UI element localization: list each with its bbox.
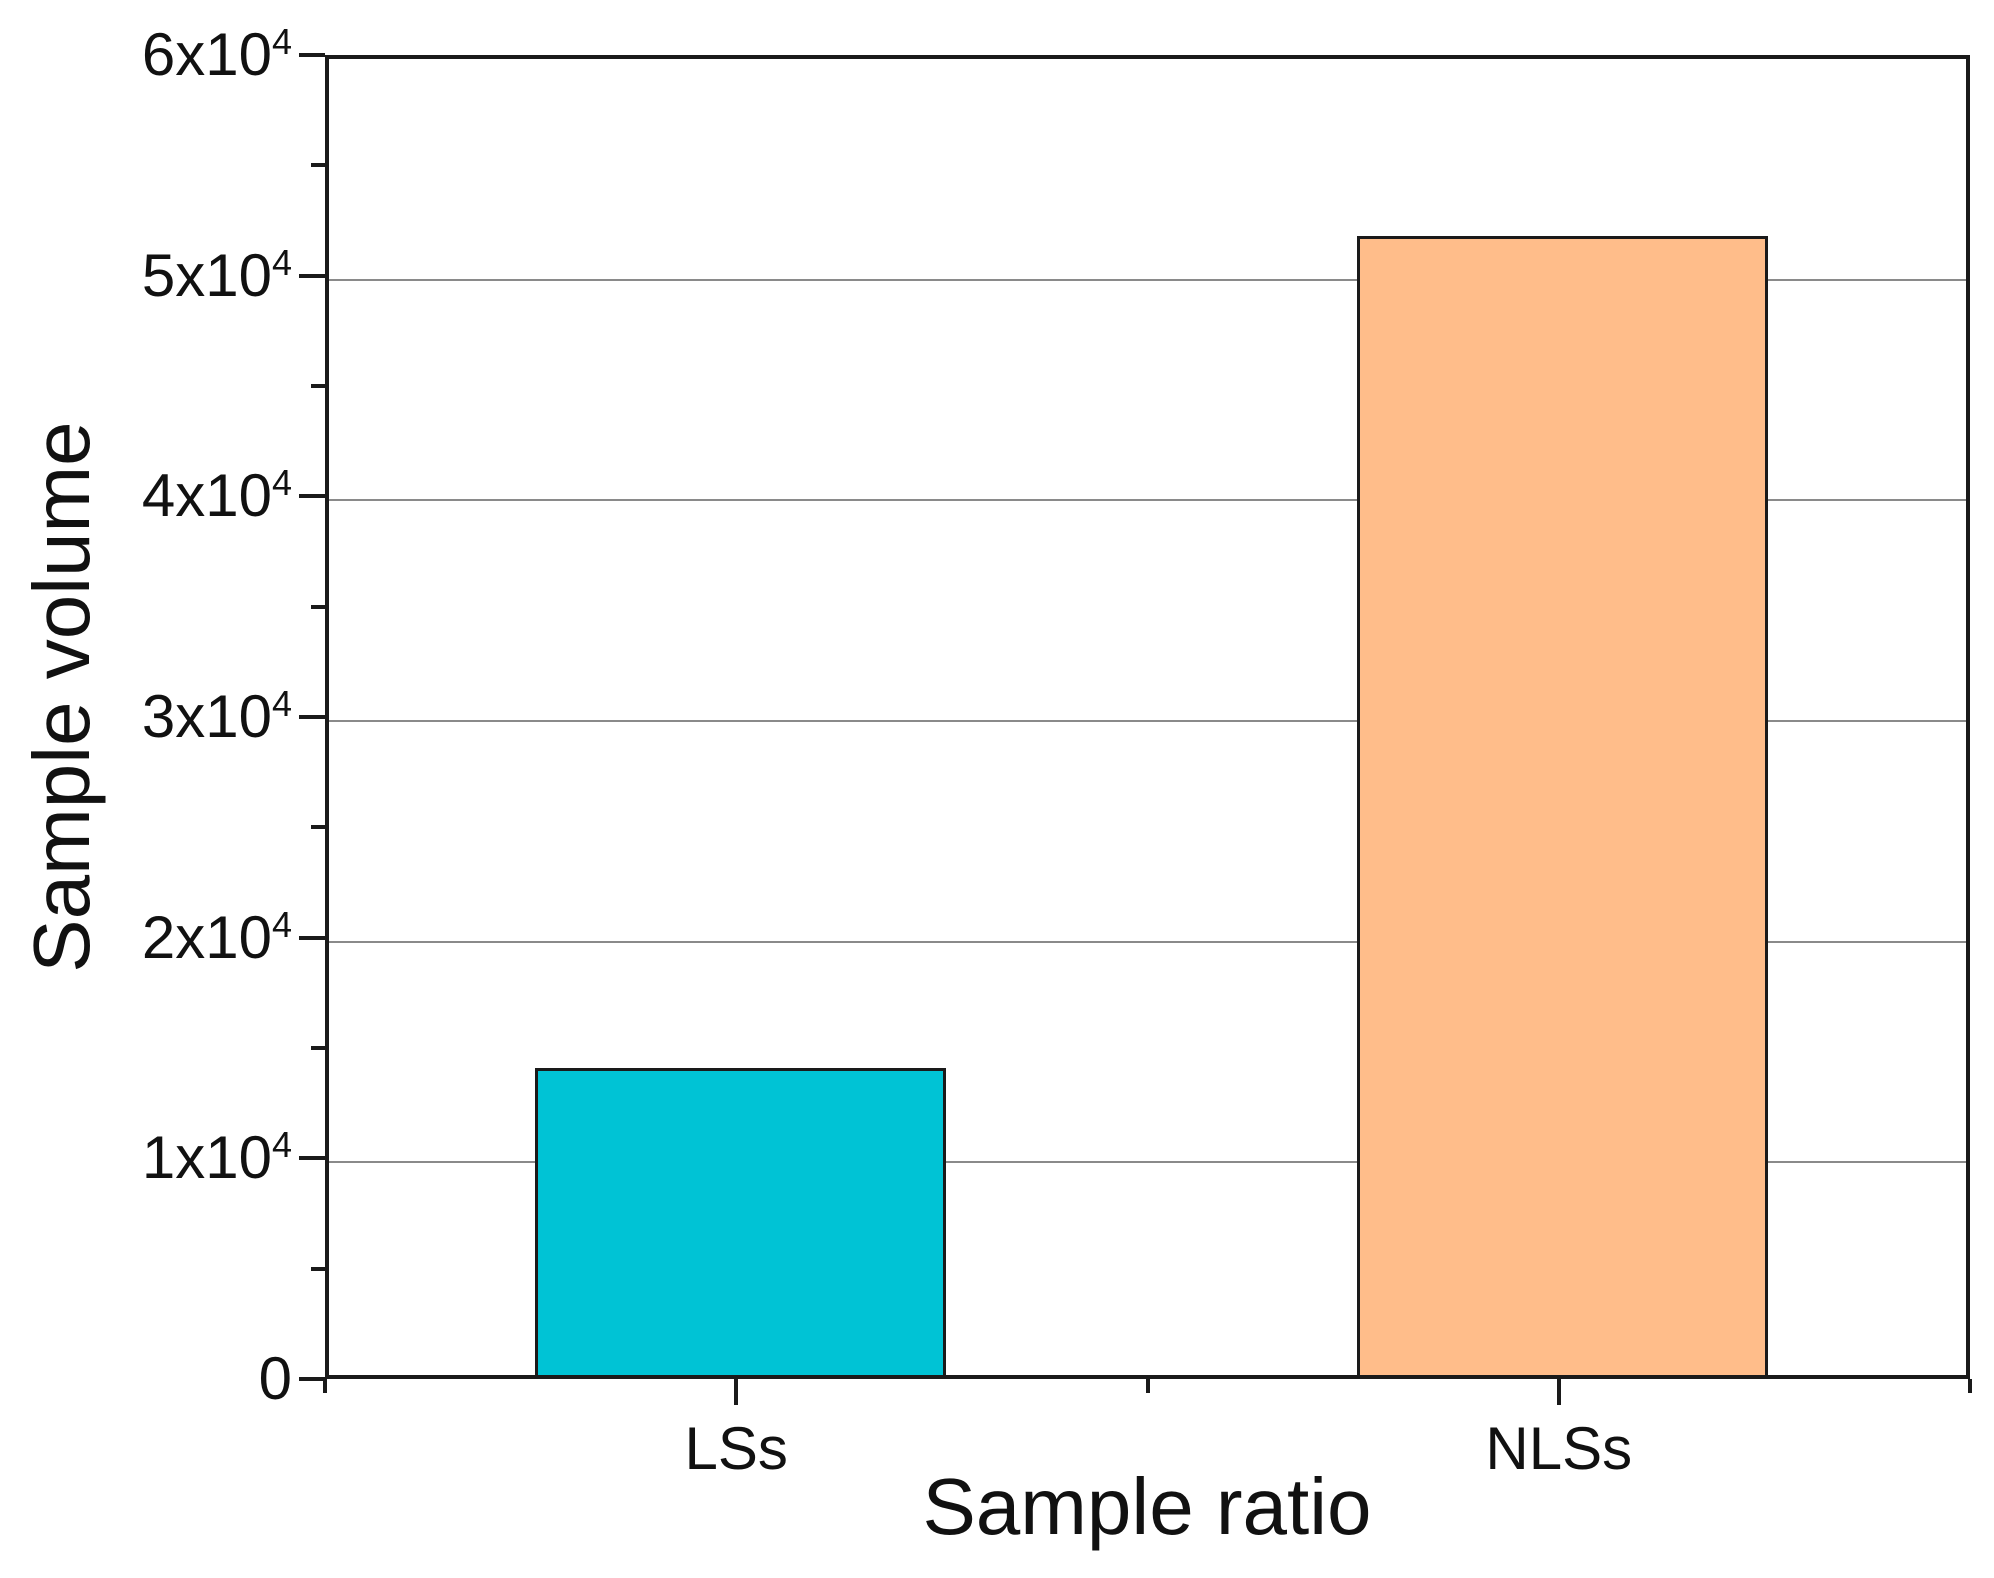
y-major-tick [299, 715, 325, 719]
y-major-tick [299, 1377, 325, 1381]
bar-nlss [1357, 236, 1769, 1375]
x-axis-title: Sample ratio [922, 1462, 1372, 1551]
gridline [329, 940, 1966, 943]
y-minor-tick [311, 384, 325, 388]
y-tick-label: 2x104 [0, 898, 292, 978]
bars-layer [329, 59, 1966, 1375]
y-minor-tick [311, 604, 325, 609]
y-tick-label-base: 1x10 [141, 1124, 272, 1192]
plot-area [325, 55, 1970, 1379]
category-label: NLSs [1485, 1415, 1633, 1482]
category-label: LSs [684, 1415, 788, 1482]
gridline [329, 1161, 1966, 1164]
y-tick-label-exponent: 4 [271, 21, 292, 62]
y-tick-label: 5x104 [0, 236, 292, 316]
y-tick-label: 0 [0, 1339, 292, 1419]
gridline [329, 278, 1966, 281]
y-major-tick [299, 53, 325, 57]
x-major-tick [734, 1379, 739, 1405]
y-tick-label: 6x104 [0, 15, 292, 95]
bar-lss [534, 1068, 946, 1375]
y-major-tick [299, 273, 325, 278]
y-tick-label-exponent: 4 [271, 683, 292, 724]
y-minor-tick [311, 163, 325, 168]
y-minor-tick [311, 825, 325, 830]
x-boundary-tick [1145, 1379, 1150, 1393]
y-tick-label-exponent: 4 [271, 1124, 292, 1166]
y-minor-tick [311, 1046, 325, 1050]
y-tick-label-base: 4x10 [141, 462, 272, 530]
gridlines-layer [329, 59, 1966, 1375]
y-major-tick [299, 935, 325, 940]
y-tick-label-base: 6x10 [141, 21, 272, 88]
y-tick-label-base: 3x10 [141, 683, 272, 750]
y-tick-label-exponent: 4 [271, 903, 292, 945]
y-tick-label: 1x104 [0, 1118, 292, 1198]
gridline [329, 720, 1966, 722]
gridline [329, 499, 1966, 502]
y-tick-label: 3x104 [0, 677, 292, 757]
y-tick-label-exponent: 4 [271, 462, 292, 504]
y-tick-label-exponent: 4 [271, 241, 292, 283]
y-axis-title: Sample volume [17, 421, 106, 973]
x-major-tick [1556, 1379, 1561, 1405]
y-tick-label: 4x104 [0, 456, 292, 536]
y-major-tick [299, 1156, 325, 1161]
x-boundary-tick [1968, 1379, 1972, 1393]
y-tick-label-base: 5x10 [141, 241, 272, 309]
y-minor-tick [311, 1266, 325, 1271]
x-boundary-tick [323, 1379, 327, 1393]
y-major-tick [299, 494, 325, 499]
y-tick-label-base: 2x10 [141, 903, 272, 971]
y-tick-label-base: 0 [258, 1345, 292, 1412]
